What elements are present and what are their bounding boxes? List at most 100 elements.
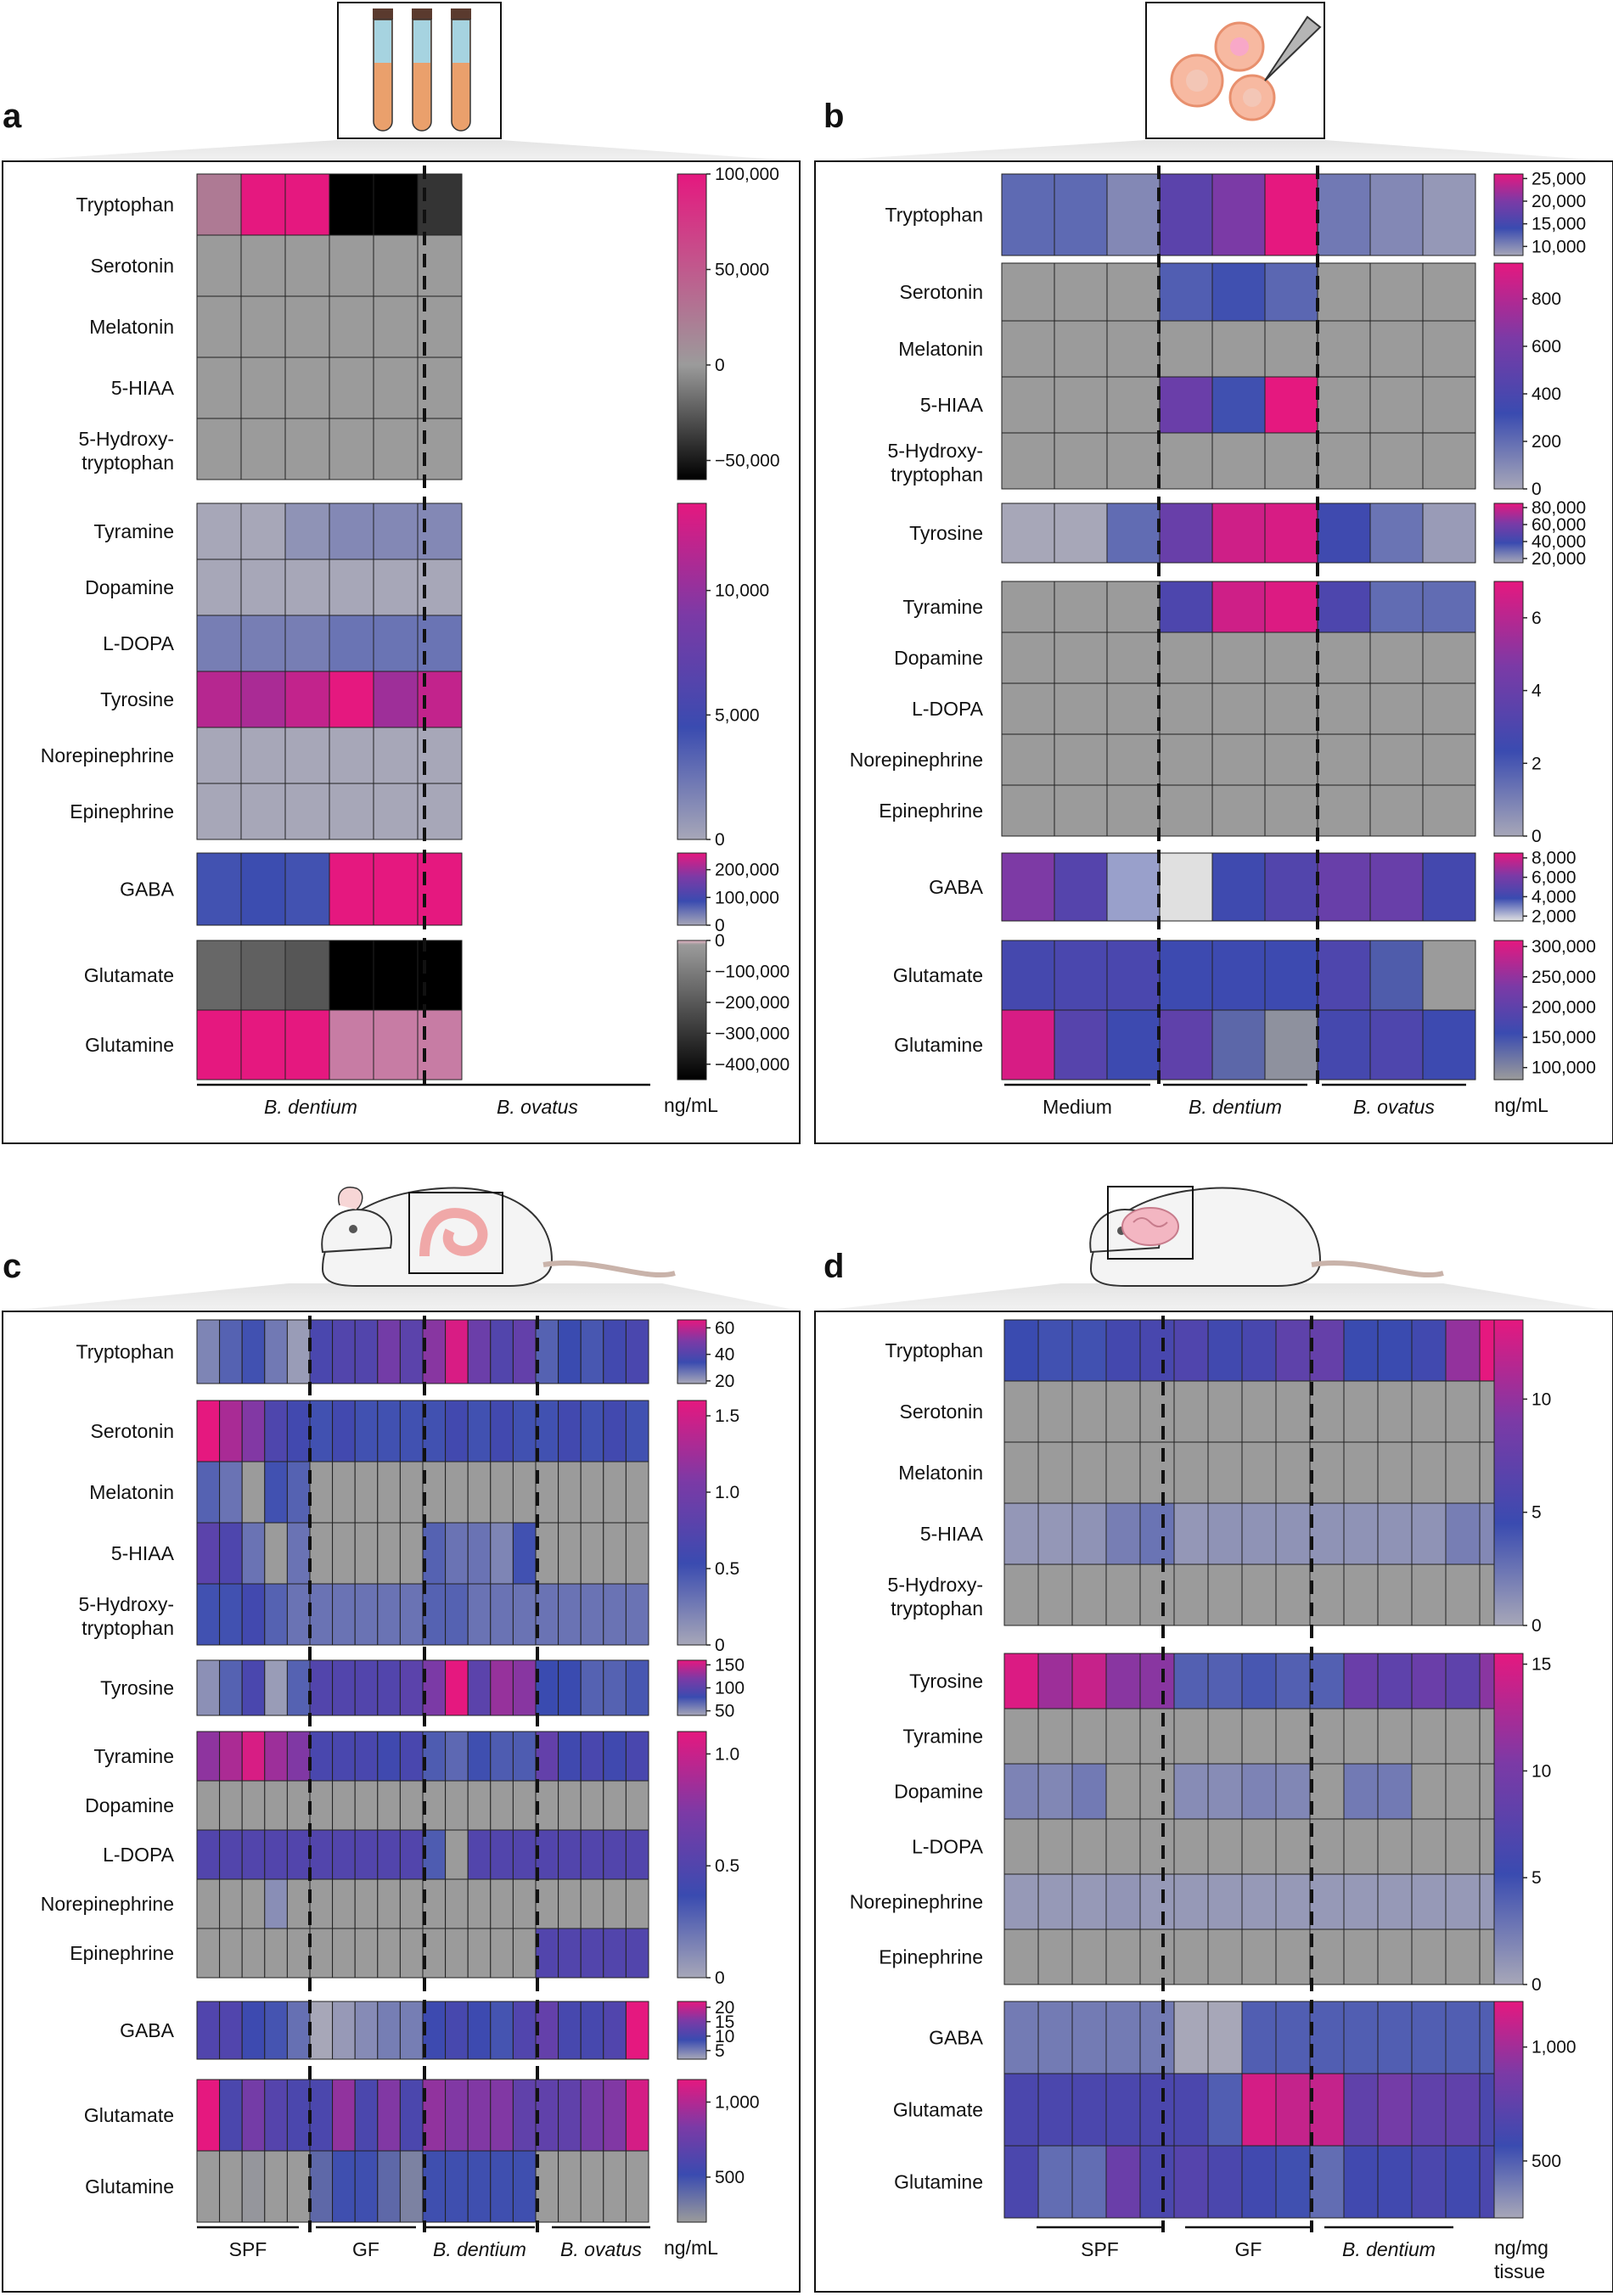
heatmap-cell <box>490 1583 514 1646</box>
heatmap-cell <box>377 1461 401 1524</box>
heatmap-cell <box>1309 1708 1345 1765</box>
heatmap-cell <box>1309 2073 1345 2147</box>
heatmap-cell <box>399 1400 424 1462</box>
heatmap-cell <box>309 1400 334 1462</box>
heatmap-cell <box>1173 1708 1209 1765</box>
heatmap-cell <box>332 1928 356 1979</box>
colorbar-tick-label: 10,000 <box>1532 237 1586 256</box>
row-label: L-DOPA <box>103 632 175 654</box>
heatmap-cell <box>1369 262 1424 322</box>
heatmap-cell <box>445 1731 469 1782</box>
heatmap-cell <box>558 1400 582 1462</box>
heatmap-cell <box>1445 2073 1481 2147</box>
heatmap-cell <box>373 783 419 840</box>
heatmap-cell <box>1275 1319 1311 1382</box>
heatmap-cell <box>354 1928 379 1979</box>
heatmap-cell <box>196 1829 221 1880</box>
heatmap-cell <box>1001 733 1055 786</box>
heatmap-cell <box>219 1659 243 1716</box>
heatmap-cell <box>625 1583 649 1646</box>
heatmap-cell <box>1411 1563 1447 1626</box>
colorbar-tick-label: 5 <box>1532 1868 1542 1888</box>
colorbar <box>1493 262 1524 490</box>
colorbar-tick-label: 10,000 <box>715 581 769 601</box>
heatmap-cell <box>1309 1763 1345 1820</box>
heatmap-cell <box>1422 733 1476 786</box>
colorbar-tick-label: −100,000 <box>715 962 790 981</box>
heatmap-cell <box>1411 2001 1447 2074</box>
heatmap-cell <box>377 1400 401 1462</box>
heatmap-cell <box>309 1780 334 1831</box>
heatmap-cell <box>1241 2145 1277 2219</box>
heatmap-cell <box>1241 1928 1277 1985</box>
colorbar-tick-label: 10 <box>715 2027 734 2046</box>
heatmap-cell <box>1377 2073 1413 2147</box>
heatmap-cell <box>1054 262 1108 322</box>
heatmap-cell <box>1037 2073 1073 2147</box>
colorbar-tick-label: 0 <box>715 356 725 375</box>
heatmap-cell <box>1173 1319 1209 1382</box>
heatmap-cell <box>1001 940 1055 1011</box>
heatmap-cell <box>467 1928 492 1979</box>
heatmap-cell <box>1445 1319 1481 1382</box>
row-label: Tryptophan <box>885 1339 984 1361</box>
heatmap-cell <box>1275 1563 1311 1626</box>
colorbar-tick-label: 6,000 <box>1532 868 1576 888</box>
heatmap-cell <box>467 1829 492 1880</box>
heatmap-cell <box>241 1731 266 1782</box>
heatmap-cell <box>329 1009 374 1081</box>
heatmap-cell <box>240 502 286 560</box>
colorbar-tick-label: −400,000 <box>715 1055 790 1075</box>
heatmap-cell <box>1071 1818 1107 1875</box>
row-label: Epinephrine <box>70 1942 174 1964</box>
heatmap-cell <box>284 852 330 926</box>
heatmap-cell <box>1377 1441 1413 1504</box>
heatmap-cell <box>264 1319 288 1384</box>
heatmap-cell <box>1211 940 1266 1011</box>
heatmap-cell <box>1241 1763 1277 1820</box>
heatmap-cell <box>512 1400 537 1462</box>
heatmap-cell <box>445 1319 469 1384</box>
heatmap-cell <box>354 1461 379 1524</box>
heatmap-cell <box>1105 1502 1141 1565</box>
colorbar-tick-label: 15 <box>1532 1655 1551 1675</box>
heatmap-cell <box>1105 1928 1141 1985</box>
heatmap-cell <box>1422 502 1476 564</box>
heatmap-cell <box>354 1731 379 1782</box>
heatmap-cell <box>1369 502 1424 564</box>
heatmap-cell <box>354 1583 379 1646</box>
row-label: Tyrosine <box>909 1670 983 1693</box>
row-label: Dopamine <box>85 1794 174 1816</box>
heatmap-cell <box>1037 1763 1073 1820</box>
heatmap-cell <box>377 1731 401 1782</box>
heatmap-cell <box>241 1780 266 1831</box>
heatmap-cell <box>1037 1563 1073 1626</box>
heatmap-cell <box>1445 2145 1481 2219</box>
heatmap-cell <box>1343 1653 1379 1709</box>
heatmap-cell <box>1054 632 1108 684</box>
heatmap-cell <box>286 1731 311 1782</box>
heatmap-cell <box>373 727 419 784</box>
heatmap-cell <box>467 1731 492 1782</box>
heatmap-cell <box>1309 1319 1345 1382</box>
heatmap-cell <box>580 1659 604 1716</box>
test-tube-icon <box>373 8 471 132</box>
heatmap-cell <box>1003 1653 1039 1709</box>
heatmap-cell <box>1105 2073 1141 2147</box>
heatmap-cell <box>422 1583 447 1646</box>
colorbar-tick-label: 0 <box>1532 1616 1542 1636</box>
colorbar-tick-label: 0 <box>715 1636 725 1655</box>
heatmap-cell <box>1422 632 1476 684</box>
heatmap-cell <box>1445 1818 1481 1875</box>
heatmap-cell <box>196 173 242 236</box>
heatmap-cell <box>196 2150 221 2223</box>
row-label: Tyrosine <box>100 1677 174 1699</box>
row-label: 5-Hydroxy-tryptophan <box>79 428 174 474</box>
row-label: Serotonin <box>900 281 983 303</box>
heatmap-cell <box>241 1461 266 1524</box>
panel-frame <box>2 160 801 1144</box>
heatmap-cell <box>1369 320 1424 378</box>
heatmap-cell <box>558 1659 582 1716</box>
heatmap-cell <box>1264 173 1318 256</box>
unit-label: ng/mL <box>1494 1094 1548 1116</box>
